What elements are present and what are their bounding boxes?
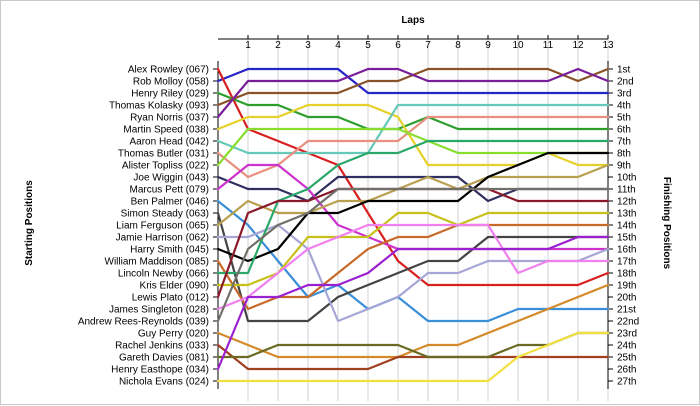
- finish-position-label: 7th: [617, 137, 631, 148]
- driver-start-label: William Maddison (085): [105, 257, 209, 268]
- series-line: [216, 331, 610, 383]
- series-line: [216, 211, 610, 323]
- series-line: [216, 331, 610, 359]
- finish-position-label: 19th: [617, 281, 636, 292]
- lap-tick-label: 2: [275, 40, 281, 51]
- driver-start-label: Joe Wiggin (043): [133, 173, 209, 184]
- finish-position-label: 24th: [617, 341, 636, 352]
- series-line: [216, 235, 610, 371]
- grid-lines: [213, 35, 613, 401]
- top-axis-title: Laps: [401, 15, 425, 26]
- lap-tick-label: 13: [602, 40, 614, 51]
- driver-start-label: Andrew Rees-Reynolds (039): [78, 317, 209, 328]
- driver-start-label: Henry Riley (029): [131, 89, 209, 100]
- driver-start-label: Marcus Pett (079): [130, 185, 209, 196]
- lap-tick-label: 3: [305, 40, 311, 51]
- series-line: [216, 223, 610, 311]
- finish-position-label: 9th: [617, 161, 631, 172]
- driver-start-label: Harry Smith (045): [130, 245, 209, 256]
- series-line: [216, 223, 610, 323]
- finish-position-label: 5th: [617, 113, 631, 124]
- lap-tick-label: 8: [455, 40, 461, 51]
- driver-start-label: Gareth Davies (081): [119, 353, 209, 364]
- series-line: [216, 103, 610, 155]
- series-line: [216, 139, 610, 275]
- lap-tick-label: 6: [395, 40, 401, 51]
- driver-start-label: Alex Rowley (067): [128, 65, 209, 76]
- series-line: [216, 223, 610, 311]
- finish-position-label: 14th: [617, 221, 636, 232]
- finish-position-label: 10th: [617, 173, 636, 184]
- series-line: [216, 115, 610, 179]
- finish-position-label: 6th: [617, 125, 631, 136]
- finish-position-label: 2nd: [617, 77, 634, 88]
- finish-position-label: 22nd: [617, 317, 639, 328]
- lap-tick-label: 5: [365, 40, 371, 51]
- driver-start-label: Liam Ferguson (065): [116, 221, 209, 232]
- finish-position-label: 15th: [617, 233, 636, 244]
- finish-position-label: 3rd: [617, 89, 631, 100]
- driver-start-label: Lewis Plato (012): [132, 293, 209, 304]
- finish-position-label: 13th: [617, 209, 636, 220]
- finish-position-label: 12th: [617, 197, 636, 208]
- series-lines: [216, 67, 610, 383]
- driver-start-label: Aaron Head (042): [130, 137, 210, 148]
- series-line: [216, 151, 610, 263]
- lap-tick-label: 9: [485, 40, 491, 51]
- finish-position-label: 25th: [617, 353, 636, 364]
- tick-labels: 1 2 3 4 5 6 7 8 9 10 11 12 131st2nd3rd4th5th6th7th8t…: [78, 40, 639, 388]
- finish-position-label: 21st: [617, 305, 636, 316]
- driver-start-label: Nichola Evans (024): [119, 377, 209, 388]
- driver-start-label: Kris Elder (090): [140, 281, 209, 292]
- lap-tick-label: 7: [425, 40, 431, 51]
- driver-start-label: James Singleton (028): [109, 305, 209, 316]
- finish-position-label: 4th: [617, 101, 631, 112]
- series-line: [216, 343, 610, 371]
- driver-start-label: Jamie Harrison (062): [116, 233, 209, 244]
- finish-position-label: 18th: [617, 269, 636, 280]
- finish-position-label: 16th: [617, 245, 636, 256]
- lap-tick-label: 1: [245, 40, 251, 51]
- lap-tick-label: 10: [512, 40, 524, 51]
- finish-position-label: 17th: [617, 257, 636, 268]
- driver-start-label: Ben Palmer (046): [131, 197, 209, 208]
- series-line: [216, 211, 610, 287]
- driver-start-label: Ryan Norris (037): [130, 113, 209, 124]
- driver-start-label: Simon Steady (063): [121, 209, 209, 220]
- lap-tick-label: 4: [335, 40, 341, 51]
- series-line: [216, 67, 610, 287]
- series-line: [216, 91, 610, 131]
- driver-start-label: Rob Molloy (058): [133, 77, 209, 88]
- driver-start-label: Thomas Butler (031): [118, 149, 209, 160]
- finish-position-label: 11th: [617, 185, 636, 196]
- series-line: [216, 187, 610, 323]
- left-axis-title: Starting Positions: [24, 180, 35, 266]
- series-line: [216, 127, 610, 167]
- driver-start-label: Rachel Jenkins (033): [115, 341, 209, 352]
- driver-start-label: Thomas Kolasky (093): [109, 101, 209, 112]
- driver-start-label: Lincoln Newby (066): [118, 269, 209, 280]
- series-line: [216, 163, 610, 227]
- finish-position-label: 8th: [617, 149, 631, 160]
- finish-position-label: 26th: [617, 365, 636, 376]
- right-axis-title: Finishing Positions: [661, 177, 672, 270]
- finish-position-label: 1st: [617, 65, 631, 76]
- lap-tick-label: 12: [572, 40, 584, 51]
- series-line: [216, 67, 610, 119]
- lap-tick-label: 11: [543, 40, 554, 51]
- driver-start-label: Alister Topliss (022): [122, 161, 209, 172]
- finish-position-label: 23rd: [617, 329, 637, 340]
- finish-position-label: 27th: [617, 377, 636, 388]
- series-line: [216, 67, 610, 95]
- driver-start-label: Henry Easthope (034): [111, 365, 209, 376]
- finish-position-label: 20th: [617, 293, 636, 304]
- driver-start-label: Guy Perry (020): [138, 329, 209, 340]
- driver-start-label: Martin Speed (038): [123, 125, 209, 136]
